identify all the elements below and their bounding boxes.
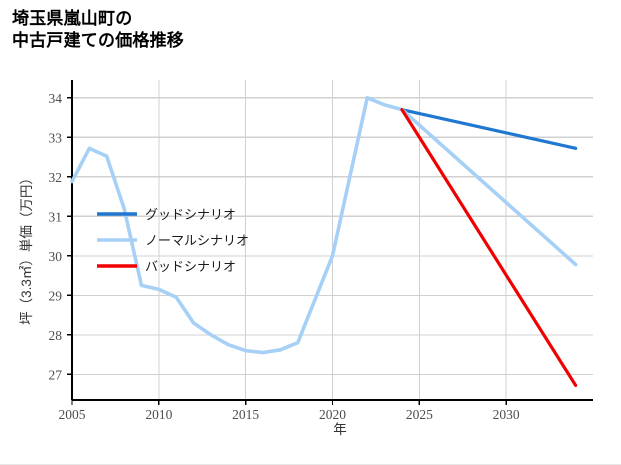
x-tick-label: 2015 bbox=[232, 407, 259, 422]
y-axis-tick-labels: 27 28 29 30 31 32 33 34 bbox=[49, 91, 72, 382]
gridlines bbox=[71, 80, 593, 400]
legend-label: バッドシナリオ bbox=[145, 259, 236, 274]
x-tick-label: 2005 bbox=[59, 407, 86, 422]
y-tick-label: 33 bbox=[49, 130, 63, 145]
y-axis-title: 坪（3.3㎡）単価（万円） bbox=[19, 171, 34, 325]
chart-title: 埼玉県嵐山町の 中古戸建ての価格推移 bbox=[12, 9, 184, 51]
y-tick-label: 27 bbox=[49, 367, 63, 382]
y-tick-label: 28 bbox=[49, 328, 63, 343]
y-tick-label: 30 bbox=[49, 249, 63, 264]
x-tick-label: 2030 bbox=[493, 407, 520, 422]
data-series bbox=[70, 95, 578, 387]
series-line bbox=[70, 95, 578, 355]
x-tick-label: 2010 bbox=[145, 407, 172, 422]
series-line bbox=[400, 108, 578, 150]
series-line bbox=[400, 108, 578, 387]
axis-lines bbox=[70, 80, 593, 402]
x-axis-title: 年 bbox=[333, 422, 347, 437]
x-axis-tick-labels: 2005 2010 2015 2020 2025 2030 bbox=[59, 400, 520, 422]
y-tick-label: 34 bbox=[49, 91, 63, 106]
y-tick-label: 29 bbox=[49, 288, 63, 303]
legend-label: グッドシナリオ bbox=[145, 207, 236, 222]
x-tick-label: 2025 bbox=[406, 407, 433, 422]
x-tick-label: 2020 bbox=[319, 407, 346, 422]
legend-label: ノーマルシナリオ bbox=[145, 233, 249, 248]
y-tick-label: 32 bbox=[49, 170, 63, 185]
y-tick-label: 31 bbox=[49, 209, 63, 224]
